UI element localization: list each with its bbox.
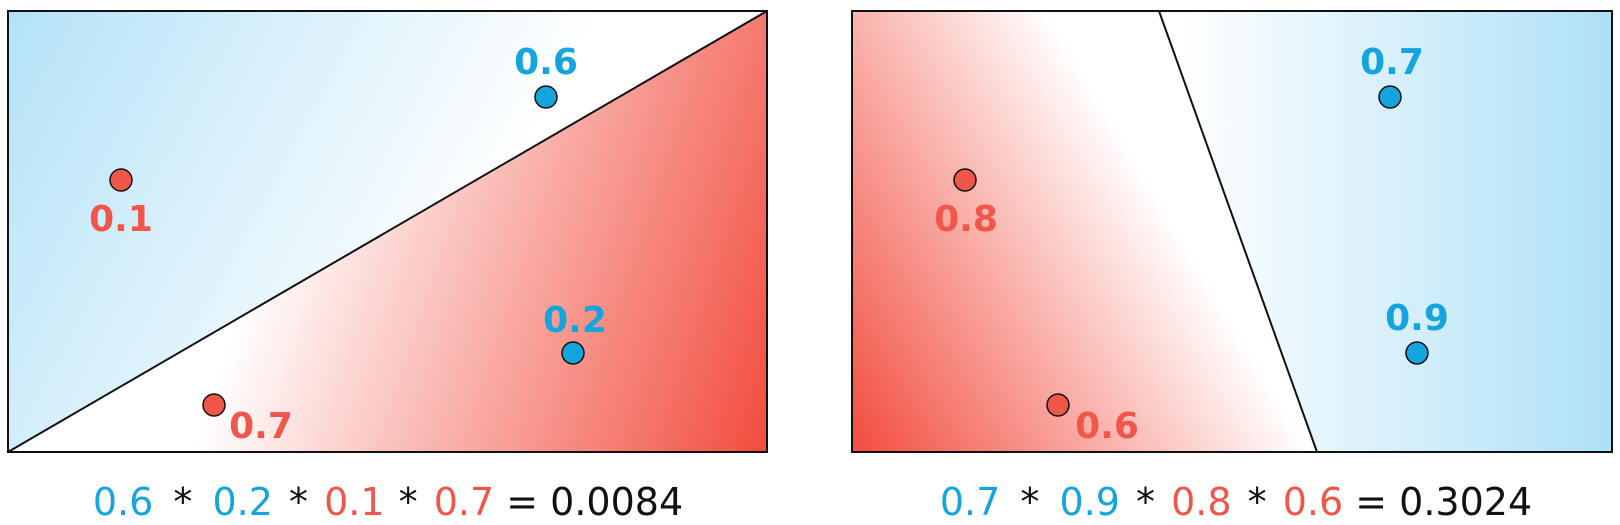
- right-eq-term-3: 0.8: [1171, 480, 1231, 524]
- right-panel: 0.7 0.8 0.9 0.6: [851, 10, 1613, 453]
- left-point-2-label: 0.1: [89, 199, 153, 240]
- left-point-4-label: 0.7: [229, 406, 293, 447]
- right-red-region: [852, 11, 1317, 452]
- right-point-2-red: [953, 168, 977, 192]
- right-decision-boundary: [1158, 10, 1318, 453]
- left-eq-term-3: 0.1: [324, 480, 384, 524]
- left-point-1-label: 0.6: [514, 42, 578, 83]
- right-point-1-label: 0.7: [1360, 42, 1424, 83]
- left-eq-term-2: 0.2: [212, 480, 272, 524]
- right-point-4-label: 0.6: [1075, 406, 1139, 447]
- left-eq-result: = 0.0084: [506, 480, 683, 524]
- left-decision-boundary: [7, 10, 768, 453]
- left-point-4-red: [202, 393, 226, 417]
- right-eq-result: = 0.3024: [1355, 480, 1532, 524]
- right-eq-term-1: 0.7: [940, 480, 1000, 524]
- left-point-3-blue: [561, 341, 585, 365]
- left-point-1-blue: [534, 85, 558, 109]
- right-point-3-blue: [1405, 341, 1429, 365]
- left-point-2-red: [109, 168, 133, 192]
- right-point-2-label: 0.8: [934, 199, 998, 240]
- left-eq-op-2: *: [289, 480, 308, 524]
- right-eq-term-2: 0.9: [1059, 480, 1119, 524]
- left-equation: 0.6 * 0.2 * 0.1 * 0.7 = 0.0084: [93, 480, 683, 524]
- right-blue-region: [1159, 11, 1612, 452]
- left-point-3-label: 0.2: [543, 300, 607, 341]
- right-eq-op-3: *: [1248, 480, 1267, 524]
- right-eq-op-2: *: [1136, 480, 1155, 524]
- right-eq-op-1: *: [1020, 480, 1039, 524]
- right-panel-border: [851, 10, 1613, 453]
- left-panel: 0.6 0.1 0.2 0.7: [7, 10, 768, 453]
- left-eq-term-1: 0.6: [93, 480, 153, 524]
- right-point-1-blue: [1378, 85, 1402, 109]
- left-eq-op-1: *: [173, 480, 192, 524]
- left-eq-op-3: *: [399, 480, 418, 524]
- right-eq-term-4: 0.6: [1283, 480, 1343, 524]
- right-equation: 0.7 * 0.9 * 0.8 * 0.6 = 0.3024: [940, 480, 1532, 524]
- left-eq-term-4: 0.7: [434, 480, 494, 524]
- right-point-4-red: [1046, 393, 1070, 417]
- right-point-3-label: 0.9: [1385, 298, 1449, 339]
- left-panel-border: [7, 10, 768, 453]
